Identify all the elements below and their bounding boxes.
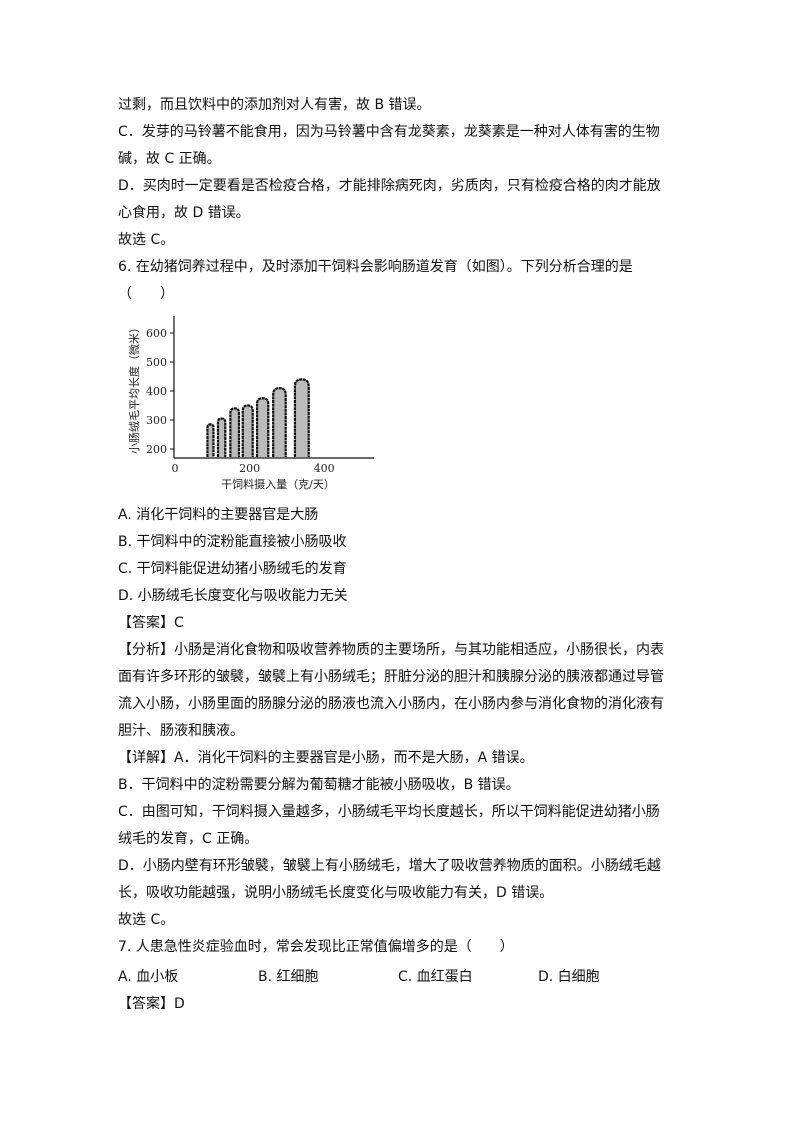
analysis-line: 流入小肠，小肠里面的肠腺分泌的肠液也流入小肠内，在小肠内参与消化食物的消化液有 [118, 696, 664, 712]
option-b: B. 干饲料中的淀粉能直接被小肠吸收 [118, 534, 347, 550]
x-tick-label: 200 [239, 462, 260, 475]
text-line: C．发芽的马铃薯不能食用，因为马铃薯中含有龙葵素，龙葵素是一种对人体有害的生物 [118, 124, 660, 140]
option-a: A. 消化干饲料的主要器官是大肠 [118, 507, 319, 523]
q7-options: A. 血小板 B. 红细胞 C. 血红蛋白 D. 白细胞 [118, 961, 678, 991]
q7-option-a: A. 血小板 [118, 969, 179, 985]
y-tick-label: 500 [146, 356, 167, 369]
x-tick-label: 0 [172, 462, 179, 475]
y-tick-label: 600 [146, 327, 167, 340]
y-tick-label: 300 [146, 414, 167, 427]
detail-line: 绒毛的发育，C 正确。 [118, 831, 259, 847]
analysis-line: 面有许多环形的皱襞，皱襞上有小肠绒毛；肝脏分泌的胆汁和胰腺分泌的胰液都通过导管 [118, 669, 664, 685]
text-block-top: 过剩，而且饮料中的添加剂对人有害，故 B 错误。 C．发芽的马铃薯不能食用，因为… [118, 92, 678, 308]
villus-mark [255, 397, 270, 457]
villus-mark [241, 404, 254, 457]
text-line: 故选 C。 [118, 232, 175, 248]
villus-mark [293, 378, 310, 457]
option-c: C. 干饲料能促进幼猪小肠绒毛的发育 [118, 561, 347, 577]
q7-option-b: B. 红细胞 [258, 969, 319, 985]
answer-brackets: （ ） [118, 286, 174, 302]
text-line: 心食用，故 D 错误。 [118, 205, 250, 221]
text-block-bottom: A. 消化干饲料的主要器官是大肠 B. 干饲料中的淀粉能直接被小肠吸收 C. 干… [118, 502, 678, 1018]
detail-line: B．干饲料中的淀粉需要分解为葡萄糖才能被小肠吸收，B 错误。 [118, 777, 520, 793]
answer-6: 【答案】C [118, 615, 184, 631]
x-axis-label: 干饲料摄入量（克/天） [221, 477, 335, 491]
analysis-line: 胆汁、肠液和胰液。 [118, 723, 244, 739]
detail-line: C．由图可知，干饲料摄入量越多，小肠绒毛平均长度越长，所以干饲料能促进幼猪小肠 [118, 804, 660, 820]
q7-option-c: C. 血红蛋白 [398, 969, 473, 985]
question-7: 7. 人患急性炎症验血时，常会发现比正常值偏增多的是（ ） [118, 939, 514, 955]
x-tick-label: 400 [314, 462, 335, 475]
q7-option-d: D. 白细胞 [538, 969, 600, 985]
text-line: D．买肉时一定要看是否检疫合格，才能排除病死肉，劣质肉，只有检疫合格的肉才能放 [118, 178, 661, 194]
y-tick-label: 400 [146, 385, 167, 398]
detail-line: 长，吸收功能越强，说明小肠绒毛长度变化与吸收能力有关，D 错误。 [118, 885, 554, 901]
detail-line: D．小肠内壁有环形皱襞，皱襞上有小肠绒毛，增大了吸收营养物质的面积。小肠绒毛越 [118, 858, 661, 874]
villus-mark [216, 417, 227, 457]
villus-mark [272, 386, 287, 457]
villus-mark [229, 407, 241, 457]
villus-mark [206, 423, 215, 457]
y-axis-label: 小肠绒毛平均长度（微米） [127, 322, 141, 454]
option-d: D. 小肠绒毛长度变化与吸收能力无关 [118, 588, 348, 604]
y-tick-label: 200 [146, 443, 167, 456]
text-line: 碱，故 C 正确。 [118, 151, 221, 167]
question-6: 6. 在幼猪饲养过程中，及时添加干饲料会影响肠道发育（如图）。下列分析合理的是 [118, 259, 633, 275]
villi-length-chart: 200 300 400 500 600 0 200 400 干饲料摄入量（克/天） 小肠绒毛… [127, 316, 374, 491]
text-line: 过剩，而且饮料中的添加剂对人有害，故 B 错误。 [118, 97, 431, 113]
conclusion-line: 故选 C。 [118, 912, 175, 928]
analysis-line: 【分析】小肠是消化食物和吸收营养物质的主要场所，与其功能相适应，小肠很长，内表 [118, 642, 664, 658]
detail-line: 【详解】A．消化干饲料的主要器官是小肠，而不是大肠，A 错误。 [118, 750, 534, 766]
answer-7: 【答案】D [118, 996, 185, 1012]
